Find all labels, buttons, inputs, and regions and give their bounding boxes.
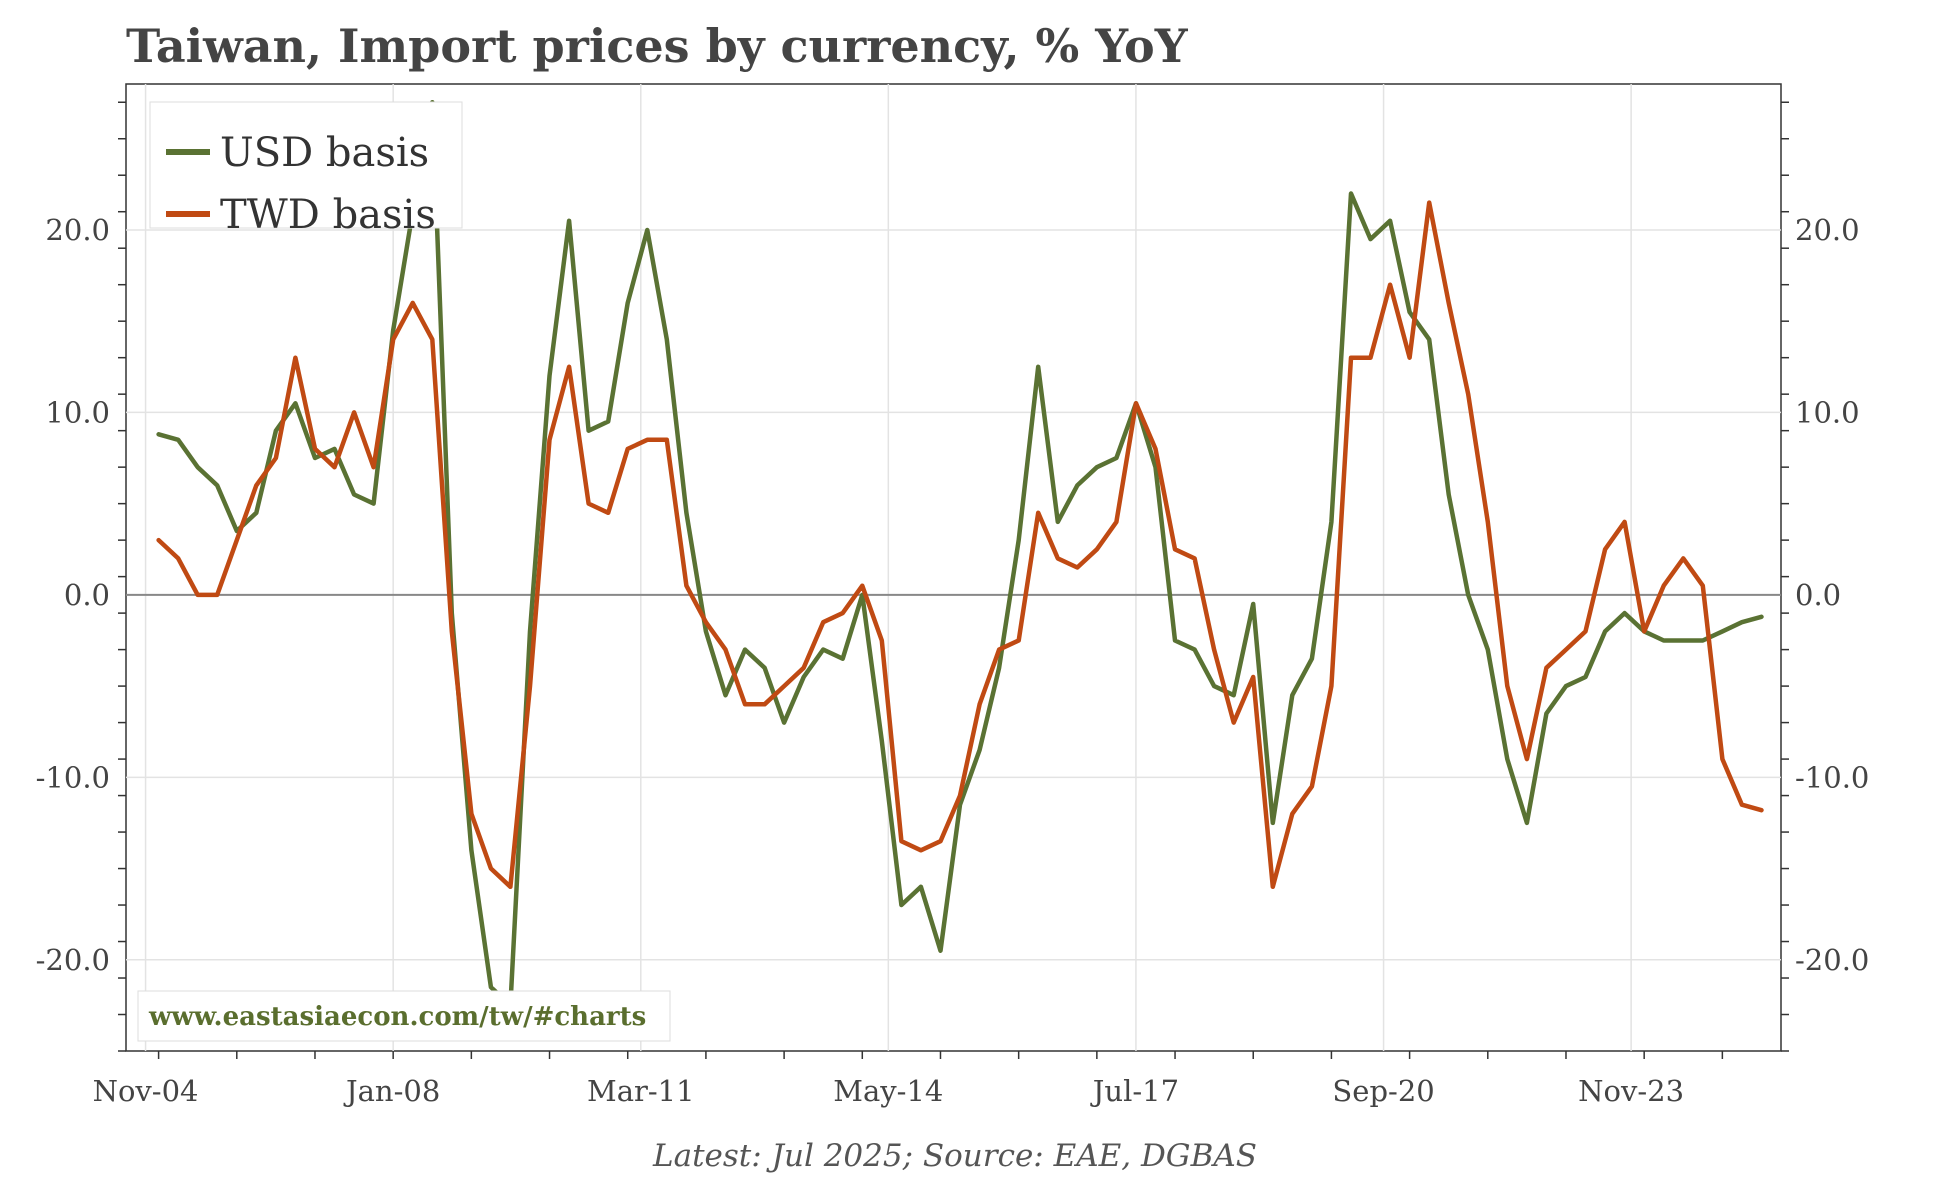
watermark-box: www.eastasiaecon.com/tw/#charts <box>137 990 671 1042</box>
legend-label-twd: TWD basis <box>220 192 436 238</box>
plot-frame <box>125 83 1782 1052</box>
x-tick-label: May-14 <box>833 1074 943 1108</box>
y-tick-label-left: -10.0 <box>36 760 110 794</box>
y-tick-label-left: 0.0 <box>64 578 110 612</box>
y-tick-label-right: -20.0 <box>1795 943 1869 977</box>
x-tick-label: Jan-08 <box>343 1074 440 1108</box>
y-tick-label-right: 0.0 <box>1795 578 1841 612</box>
chart-title: Taiwan, Import prices by currency, % YoY <box>126 19 1189 73</box>
y-tick-label-right: -10.0 <box>1795 760 1869 794</box>
x-tick-label: Mar-11 <box>587 1074 695 1108</box>
series-line-twd <box>156 200 1764 890</box>
y-tick-label-left: 20.0 <box>45 213 110 247</box>
legend-label-usd: USD basis <box>220 130 429 176</box>
source-note: Latest: Jul 2025; Source: EAE, DGBAS <box>652 1138 1257 1174</box>
y-axis-right-labels: 20.0 10.0 0.0 -10.0 -20.0 <box>1795 213 1869 977</box>
x-tick-label: Nov-23 <box>1578 1074 1684 1108</box>
legend-box <box>149 101 463 229</box>
y-axis-left-labels: 20.0 10.0 0.0 -10.0 -20.0 <box>36 213 110 977</box>
minor-ticks <box>118 101 1789 1059</box>
watermark-url: www.eastasiaecon.com/tw/#charts <box>148 1002 646 1032</box>
y-tick-label-right: 10.0 <box>1795 395 1860 429</box>
x-tick-label: Nov-04 <box>93 1074 199 1108</box>
y-tick-label-left: -20.0 <box>36 943 110 977</box>
grid-lines <box>126 84 1781 1051</box>
watermark-frame <box>137 990 671 1042</box>
x-tick-label: Jul-17 <box>1090 1074 1179 1108</box>
y-tick-label-left: 10.0 <box>45 395 110 429</box>
x-tick-label: Sep-20 <box>1332 1074 1434 1108</box>
y-tick-label-right: 20.0 <box>1795 213 1860 247</box>
x-axis-labels: Nov-04 Jan-08 Mar-11 May-14 Jul-17 Sep-20 Nov-… <box>93 1074 1684 1108</box>
legend: USD basis TWD basis <box>149 101 463 238</box>
